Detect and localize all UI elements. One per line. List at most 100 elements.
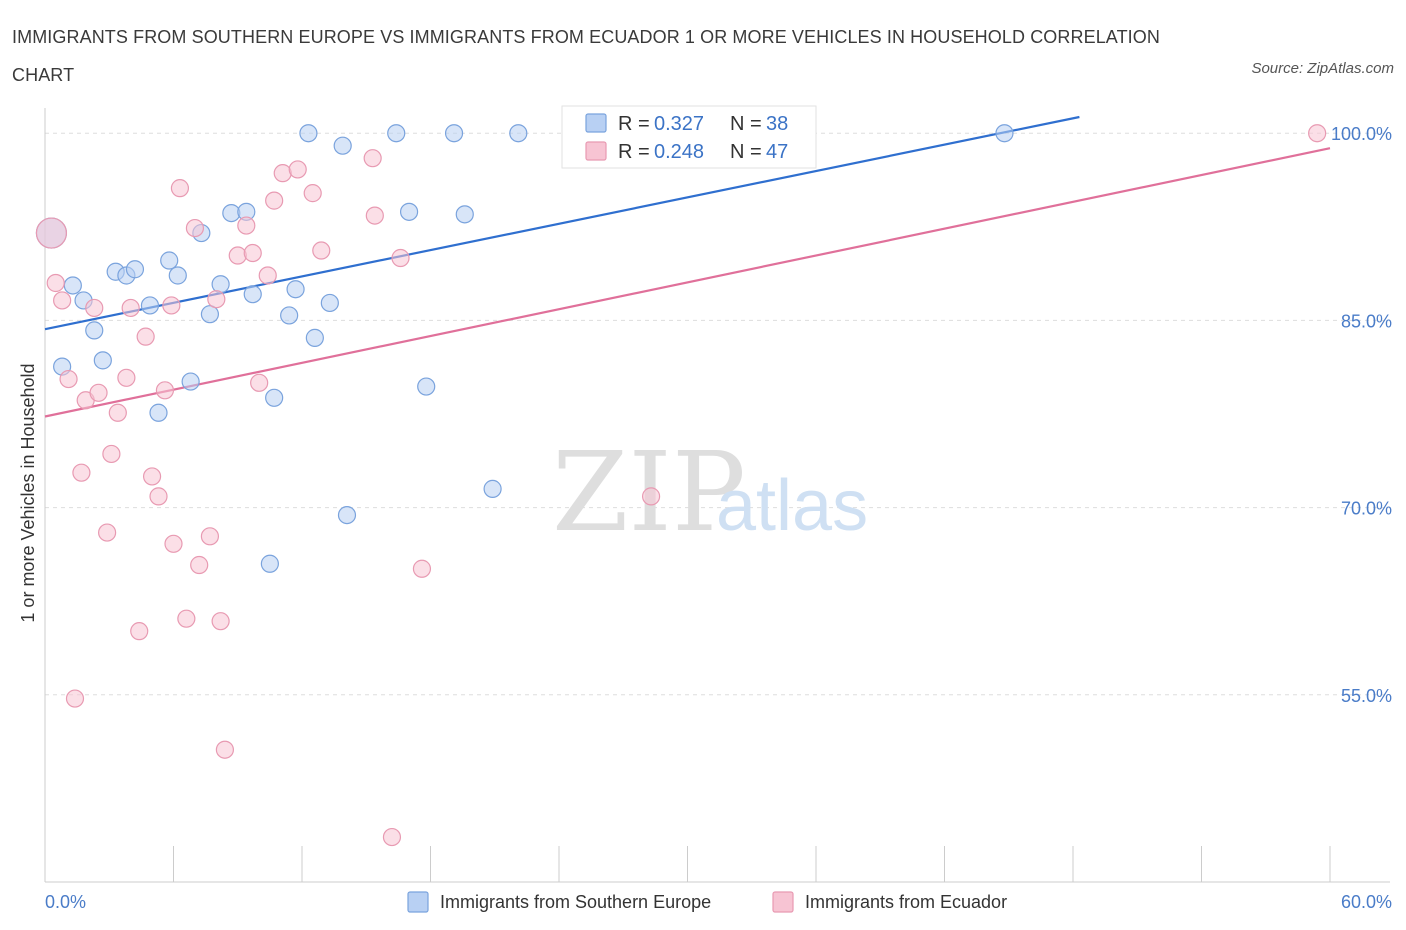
point-southern-europe-30 bbox=[399, 202, 419, 221]
point-ecuador-13 bbox=[121, 298, 140, 318]
point-ecuador-15 bbox=[136, 327, 155, 346]
point-ecuador-28 bbox=[215, 740, 234, 759]
stats-legend: R = 0.327 N = 38 R = 0.248 N = 47 bbox=[561, 105, 817, 169]
point-southern-europe-26 bbox=[320, 293, 339, 313]
point-southern-europe-9 bbox=[140, 296, 160, 315]
point-ecuador-2 bbox=[53, 291, 72, 310]
x-tick-labels: 0.0% 60.0% bbox=[45, 892, 1392, 912]
point-ecuador-10 bbox=[102, 444, 121, 464]
legend-label-ecuador: Immigrants from Ecuador bbox=[805, 892, 1007, 912]
point-ecuador-26 bbox=[207, 290, 226, 309]
point-ecuador-27 bbox=[211, 612, 230, 631]
point-ecuador-17 bbox=[149, 487, 168, 506]
point-ecuador-7 bbox=[85, 298, 104, 318]
point-southern-europe-28 bbox=[337, 505, 357, 525]
point-ecuador-0 bbox=[35, 217, 68, 249]
point-ecuador-20 bbox=[164, 534, 183, 553]
x-tick-label-0: 0.0% bbox=[45, 892, 86, 912]
point-ecuador-25 bbox=[200, 527, 220, 546]
point-ecuador-42 bbox=[391, 248, 410, 268]
point-ecuador-23 bbox=[185, 218, 205, 238]
stats-n-label-southern-europe: N = bbox=[730, 113, 762, 135]
point-ecuador-44 bbox=[641, 487, 661, 506]
y-tick-label-2: 85.0% bbox=[1341, 311, 1392, 331]
point-ecuador-9 bbox=[98, 523, 117, 542]
point-ecuador-1 bbox=[46, 273, 65, 293]
point-southern-europe-33 bbox=[455, 205, 474, 224]
point-ecuador-24 bbox=[190, 555, 209, 575]
point-southern-europe-4 bbox=[85, 321, 104, 340]
point-southern-europe-20 bbox=[260, 554, 279, 573]
trend-line-ecuador bbox=[44, 147, 1331, 418]
point-ecuador-8 bbox=[89, 383, 108, 402]
point-ecuador-45 bbox=[1308, 124, 1327, 143]
legend-label-southern-europe: Immigrants from Southern Europe bbox=[440, 892, 711, 912]
point-southern-europe-32 bbox=[444, 124, 464, 143]
point-southern-europe-34 bbox=[483, 479, 502, 498]
y-tick-label-0: 55.0% bbox=[1341, 686, 1392, 706]
point-ecuador-21 bbox=[170, 179, 190, 198]
point-southern-europe-19 bbox=[243, 285, 262, 304]
point-ecuador-29 bbox=[228, 246, 247, 265]
stats-r-label-southern-europe: R = bbox=[618, 113, 650, 135]
point-ecuador-43 bbox=[412, 559, 432, 578]
point-ecuador-35 bbox=[273, 164, 292, 183]
point-ecuador-16 bbox=[142, 467, 162, 486]
point-ecuador-36 bbox=[288, 160, 307, 179]
point-southern-europe-24 bbox=[299, 124, 318, 143]
point-ecuador-33 bbox=[258, 266, 277, 285]
legend-swatch-southern-europe bbox=[407, 891, 429, 913]
stats-n-value-southern-europe: 38 bbox=[766, 113, 788, 135]
point-ecuador-32 bbox=[250, 373, 269, 392]
y-tick-label-1: 70.0% bbox=[1341, 499, 1392, 519]
stats-n-label-ecuador: N = bbox=[730, 141, 762, 163]
point-southern-europe-29 bbox=[387, 124, 406, 143]
y-tick-label-3: 100.0% bbox=[1331, 124, 1392, 144]
point-southern-europe-22 bbox=[280, 306, 299, 325]
point-southern-europe-37 bbox=[995, 124, 1014, 143]
point-ecuador-4 bbox=[65, 689, 85, 708]
watermark-atlas: atlas bbox=[716, 466, 868, 546]
chart-title: IMMIGRANTS FROM SOUTHERN EUROPE VS IMMIG… bbox=[12, 27, 1160, 85]
point-southern-europe-10 bbox=[149, 403, 168, 422]
point-ecuador-34 bbox=[265, 191, 284, 210]
point-southern-europe-27 bbox=[333, 136, 352, 155]
point-southern-europe-12 bbox=[168, 266, 187, 285]
point-southern-europe-15 bbox=[200, 305, 220, 324]
point-southern-europe-11 bbox=[160, 251, 179, 270]
legend: Immigrants from Southern Europe Immigran… bbox=[407, 891, 1007, 913]
point-ecuador-41 bbox=[382, 827, 402, 847]
point-southern-europe-13 bbox=[181, 372, 200, 391]
point-ecuador-37 bbox=[303, 184, 322, 203]
point-ecuador-18 bbox=[155, 381, 175, 400]
legend-swatch-ecuador bbox=[772, 891, 794, 913]
point-southern-europe-35 bbox=[509, 124, 528, 143]
point-ecuador-22 bbox=[177, 609, 196, 628]
point-southern-europe-2 bbox=[63, 276, 82, 295]
point-ecuador-40 bbox=[365, 206, 384, 225]
point-ecuador-5 bbox=[72, 463, 91, 482]
point-ecuador-12 bbox=[117, 368, 136, 387]
stats-r-label-ecuador: R = bbox=[618, 141, 650, 163]
point-southern-europe-21 bbox=[265, 388, 284, 407]
point-southern-europe-31 bbox=[417, 377, 436, 396]
stats-r-value-southern-europe: 0.327 bbox=[654, 113, 704, 135]
point-ecuador-11 bbox=[108, 403, 127, 422]
point-ecuador-14 bbox=[130, 622, 149, 641]
point-southern-europe-16 bbox=[211, 275, 230, 294]
point-southern-europe-23 bbox=[286, 280, 305, 299]
x-tick-label-1: 60.0% bbox=[1341, 892, 1392, 912]
point-southern-europe-5 bbox=[93, 351, 112, 370]
point-ecuador-30 bbox=[237, 216, 256, 235]
stats-swatch-ecuador bbox=[585, 141, 607, 161]
point-ecuador-39 bbox=[363, 149, 382, 168]
y-axis-title: 1 or more Vehicles in Household bbox=[18, 363, 38, 622]
stats-n-value-ecuador: 47 bbox=[766, 141, 788, 163]
watermark: ZIP atlas bbox=[552, 428, 868, 556]
point-ecuador-3 bbox=[59, 369, 78, 389]
point-southern-europe-25 bbox=[305, 328, 324, 347]
source-label: Source: ZipAtlas.com bbox=[1251, 60, 1394, 77]
point-ecuador-31 bbox=[243, 243, 262, 263]
point-southern-europe-17 bbox=[222, 203, 241, 223]
y-tick-labels: 55.0% 70.0% 85.0% 100.0% bbox=[1331, 124, 1392, 706]
